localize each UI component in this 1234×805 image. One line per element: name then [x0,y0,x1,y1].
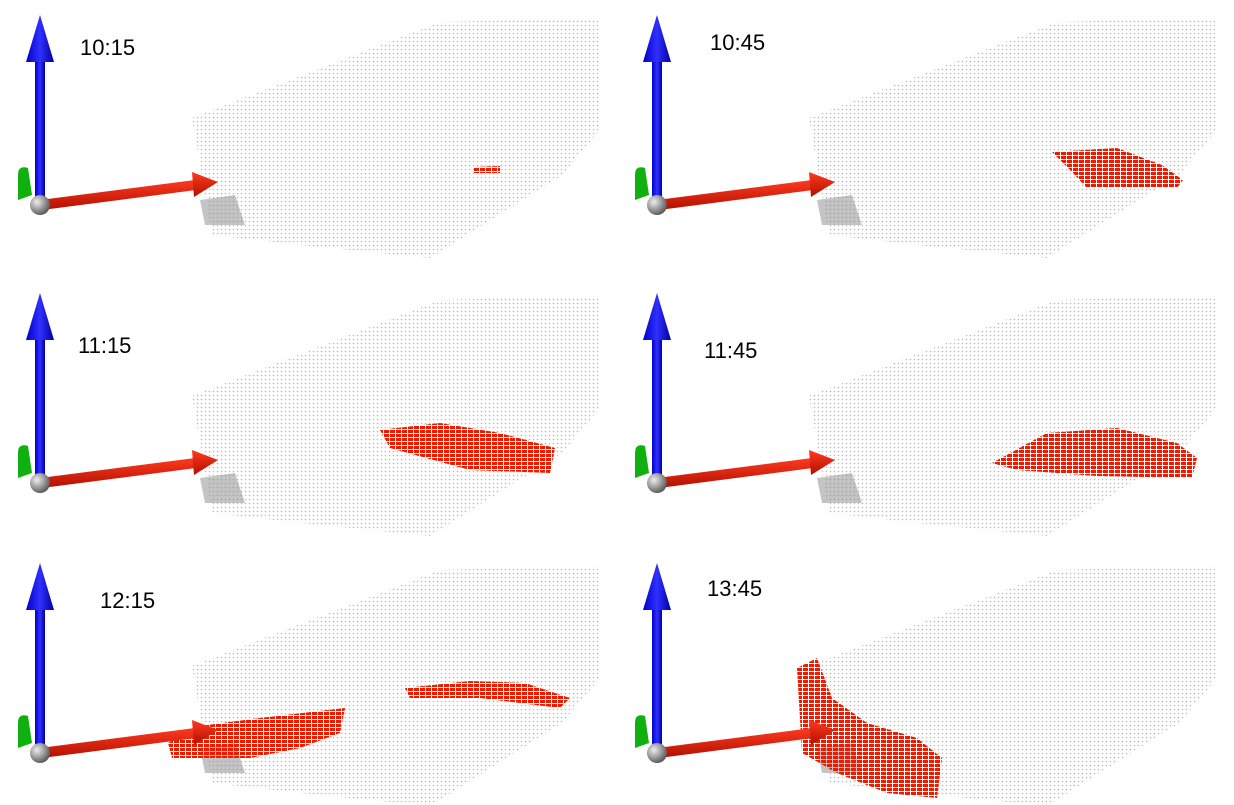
x-axis-shaft [40,180,196,210]
figure: 10:15 10:45 11:15 11:45 12:15 13:45 [0,0,1234,805]
z-axis-head [26,293,54,340]
panel: 10:45 [635,15,1217,258]
y-axis-arrow [18,445,32,478]
z-axis-shaft [35,608,45,753]
x-axis-shaft [657,728,813,758]
z-axis-shaft [35,60,45,205]
x-axis-shaft [40,458,196,488]
time-label: 13:45 [707,576,762,601]
origin-sphere [647,473,667,493]
z-axis-shaft [652,338,662,483]
y-axis-arrow [18,167,32,200]
y-axis-arrow [635,445,649,478]
z-axis-head [643,15,671,62]
y-axis-arrow [635,167,649,200]
panel: 12:15 [18,563,600,805]
x-axis-shaft [657,458,813,488]
y-axis-arrow [18,715,32,748]
z-axis-head [26,15,54,62]
origin-sphere [30,743,50,763]
panel: 10:15 [18,15,600,258]
time-label: 12:15 [100,588,155,613]
detection [474,166,500,173]
time-label: 10:45 [710,30,765,55]
panel: 11:15 [18,293,600,536]
panel: 11:45 [635,293,1217,536]
time-label: 11:45 [704,338,757,363]
origin-sphere [30,473,50,493]
origin-sphere [647,195,667,215]
z-axis-head [643,293,671,340]
origin-sphere [647,743,667,763]
z-axis-shaft [35,338,45,483]
time-label: 10:15 [80,35,135,60]
origin-sphere [30,195,50,215]
panel: 13:45 [635,563,1217,805]
z-axis-head [26,563,54,610]
z-axis-shaft [652,60,662,205]
time-label: 11:15 [78,333,131,358]
z-axis-shaft [652,608,662,753]
y-axis-arrow [635,715,649,748]
x-axis-shaft [657,180,813,210]
z-axis-head [643,563,671,610]
